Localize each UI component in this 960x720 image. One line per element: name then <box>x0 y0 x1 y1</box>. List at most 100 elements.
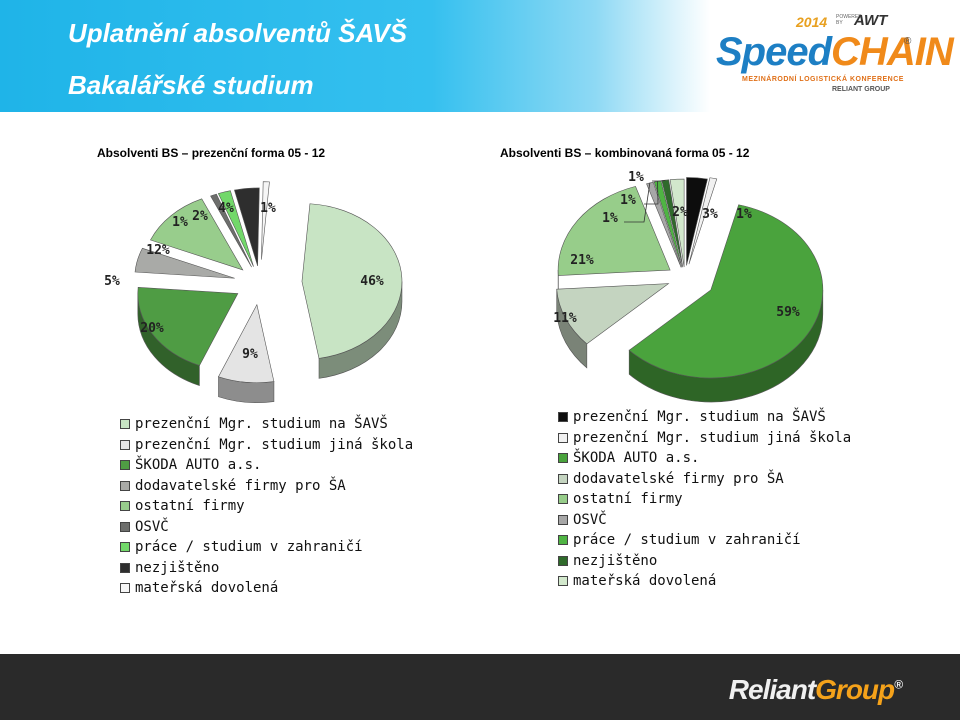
legend-kombinovana: prezenční Mgr. studium na ŠAVŠ prezenční … <box>558 407 851 592</box>
data-label-nezjisteno: 1% <box>628 170 644 185</box>
legend-label: dodavatelské firmy pro ŠA <box>573 470 784 487</box>
legend-swatch <box>120 562 130 573</box>
speedchain-logo: 2014 POWERED BY AWT SpeedCHAIN ® MEZINÁR… <box>700 6 954 106</box>
data-label-prezencni-mgr-studium-na-savs: 3% <box>702 207 718 222</box>
slice-ostatni-firmy <box>150 198 244 271</box>
legend-swatch <box>120 480 130 491</box>
prezencni-legend-item-osvc: OSVČ <box>120 517 413 538</box>
legend-label: nezjištěno <box>573 552 658 569</box>
legend-label: mateřská dovolená <box>135 580 279 596</box>
data-label-prace-studium-v-zahranici: 1% <box>620 193 636 208</box>
slice-prezencni-mgr-studium-na-savs <box>301 203 403 359</box>
legend-label: prezenční Mgr. studium na ŠAVŠ <box>135 416 388 432</box>
legend-prezencni: prezenční Mgr. studium na ŠAVŠ prezenční … <box>120 414 413 599</box>
legend-swatch <box>558 453 568 464</box>
kombinovana-legend-item-prezencni-mgr-studium-na-savs: prezenční Mgr. studium na ŠAVŠ <box>558 407 851 428</box>
logo-year: 2014 <box>796 14 828 30</box>
legend-swatch <box>120 501 130 512</box>
data-label-osvc: 1% <box>602 211 618 226</box>
slice-dodavatelske-firmy-pro-sa <box>134 247 235 279</box>
data-label-prezencni-mgr-studium-jina-skola: 9% <box>242 347 258 362</box>
legend-swatch <box>558 494 568 505</box>
logo-wordmark: SpeedCHAIN <box>716 30 954 75</box>
legend-label: OSVČ <box>573 511 607 528</box>
pie-chart-kombinovana: 3% 1%59%11%21%1%1%1%2% <box>553 170 824 403</box>
kombinovana-legend-item-materska-dovolena: mateřská dovolená <box>558 571 851 592</box>
reliant-registered-mark: ® <box>894 677 903 692</box>
legend-swatch <box>558 576 568 587</box>
legend-swatch <box>120 583 130 594</box>
reliant-text: Reliant <box>728 674 816 705</box>
slice-skoda-auto-a-s <box>628 204 824 379</box>
data-label-materska-dovolena: 2% <box>672 205 688 220</box>
data-label-nezjisteno: 4% <box>218 201 234 216</box>
kombinovana-legend-item-prezencni-mgr-studium-jina-skola: prezenční Mgr. studium jiná škola <box>558 428 851 449</box>
prezencni-legend-item-prace-studium-v-zahranici: práce / studium v zahraničí <box>120 537 413 558</box>
slice-skoda-auto-a-s <box>137 287 239 366</box>
slice-dodavatelske-firmy-pro-sa <box>556 283 670 345</box>
data-label-dodavatelske-firmy-pro-sa: 11% <box>553 311 577 326</box>
legend-swatch <box>558 473 568 484</box>
legend-label: ostatní firmy <box>135 498 245 514</box>
prezencni-legend-item-prezencni-mgr-studium-na-savs: prezenční Mgr. studium na ŠAVŠ <box>120 414 413 435</box>
legend-swatch <box>120 460 130 471</box>
prezencni-legend-item-nezjisteno: nezjištěno <box>120 558 413 579</box>
legend-swatch <box>558 412 568 423</box>
logo-registered-mark: ® <box>904 36 912 47</box>
logo-powered-by: POWERED BY <box>836 14 862 26</box>
legend-label: ŠKODA AUTO a.s. <box>573 450 700 466</box>
slice-prezencni-mgr-studium-na-savs <box>686 177 708 266</box>
prezencni-legend-item-dodavatelske-firmy-pro-sa: dodavatelské firmy pro ŠA <box>120 476 413 497</box>
chart-title-kombinovana: Absolventi BS – kombinovaná forma 05 - 1… <box>500 146 750 160</box>
slice-materska-dovolena <box>261 181 270 260</box>
legend-swatch <box>120 542 130 553</box>
prezencni-legend-item-materska-dovolena: mateřská dovolená <box>120 578 413 599</box>
data-label-prezencni-mgr-studium-jina-skola: 1% <box>736 207 752 222</box>
chart-title-prezencni: Absolventi BS – prezenční forma 05 - 12 <box>97 146 326 160</box>
legend-label: nezjištěno <box>135 559 220 576</box>
kombinovana-legend-item-nezjisteno: nezjištěno <box>558 551 851 572</box>
footer-bar: ReliantGroup® <box>0 654 960 720</box>
prezencni-legend-item-prezencni-mgr-studium-jina-skola: prezenční Mgr. studium jiná škola <box>120 435 413 456</box>
legend-label: ŠKODA AUTO a.s. <box>135 457 262 473</box>
slice-osvc <box>210 193 252 268</box>
slice-prace-studium-v-zahranici <box>217 190 254 267</box>
kombinovana-legend-item-osvc: OSVČ <box>558 510 851 531</box>
legend-swatch <box>558 432 568 443</box>
prezencni-legend-item-ostatni-firmy: ostatní firmy <box>120 496 413 517</box>
kombinovana-legend-item-dodavatelske-firmy-pro-sa: dodavatelské firmy pro ŠA <box>558 469 851 490</box>
slice-prezencni-mgr-studium-jina-skola <box>688 177 718 265</box>
reliant-group-logo: ReliantGroup® <box>728 674 903 706</box>
logo-speed-text: Speed <box>716 30 832 74</box>
logo-chain-text: CHAIN <box>831 30 954 74</box>
legend-label: dodavatelské firmy pro ŠA <box>135 477 346 494</box>
legend-label: prezenční Mgr. studium jiná škola <box>573 429 852 446</box>
legend-label: prezenční Mgr. studium jiná škola <box>135 436 414 453</box>
legend-label: ostatní firmy <box>573 491 683 507</box>
data-label-osvc: 1% <box>172 215 188 230</box>
data-label-dodavatelske-firmy-pro-sa: 5% <box>104 274 120 289</box>
logo-group: RELIANT GROUP <box>832 86 890 93</box>
data-label-prace-studium-v-zahranici-leader <box>644 181 659 205</box>
data-label-prezencni-mgr-studium-na-savs: 46% <box>360 274 384 289</box>
slice-ostatni-firmy <box>557 186 671 276</box>
legend-swatch <box>120 419 130 430</box>
group-text: Group <box>815 674 895 705</box>
page-title: Uplatnění absolventů ŠAVŠ <box>68 18 408 48</box>
logo-sponsor: AWT <box>854 12 888 29</box>
page-subtitle: Bakalářské studium <box>68 70 314 100</box>
slice-nezjisteno <box>234 187 260 267</box>
header-banner <box>0 0 960 112</box>
kombinovana-legend-item-prace-studium-v-zahranici: práce / studium v zahraničí <box>558 530 851 551</box>
logo-tagline: MEZINÁRODNÍ LOGISTICKÁ KONFERENCE <box>742 76 904 83</box>
data-label-ostatni-firmy: 12% <box>146 243 170 258</box>
data-label-skoda-auto-a-s: 59% <box>776 305 800 320</box>
slice-prezencni-mgr-studium-jina-skola <box>218 303 275 384</box>
data-label-osvc-leader <box>624 182 651 223</box>
data-label-skoda-auto-a-s: 20% <box>140 321 164 336</box>
legend-swatch <box>120 439 130 450</box>
slice-materska-dovolena <box>669 178 685 268</box>
legend-swatch <box>558 514 568 525</box>
legend-swatch <box>120 521 130 532</box>
legend-label: OSVČ <box>135 518 169 535</box>
